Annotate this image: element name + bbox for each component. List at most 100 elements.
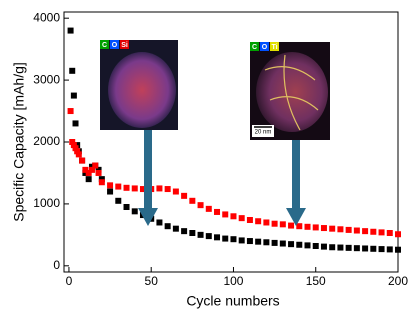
point	[337, 245, 343, 251]
point	[73, 120, 79, 126]
point	[395, 231, 401, 237]
point	[288, 241, 294, 247]
point	[222, 211, 228, 217]
point	[230, 236, 236, 242]
point	[132, 185, 138, 191]
inset-label: Ti	[271, 44, 277, 51]
point	[263, 239, 269, 245]
point	[354, 245, 360, 251]
point	[263, 219, 269, 225]
inset-label: O	[262, 44, 268, 51]
point	[313, 243, 319, 249]
arrow-shaft	[144, 130, 152, 210]
y-tick-label: 4000	[33, 10, 60, 24]
point	[379, 229, 385, 235]
x-tick-label: 0	[66, 274, 73, 288]
point	[96, 170, 102, 176]
point	[189, 230, 195, 236]
point	[239, 215, 245, 221]
y-tick-label: 3000	[33, 72, 60, 86]
point	[272, 240, 278, 246]
point	[69, 68, 75, 74]
point	[115, 184, 121, 190]
point	[156, 185, 162, 191]
point	[370, 229, 376, 235]
point	[214, 234, 220, 240]
point	[272, 221, 278, 227]
inset-label: C	[102, 42, 107, 49]
point	[346, 227, 352, 233]
point	[288, 223, 294, 229]
x-tick-label: 50	[145, 274, 159, 288]
point	[173, 226, 179, 232]
point	[321, 225, 327, 231]
inset-particle	[256, 52, 328, 132]
point	[99, 179, 105, 185]
point	[222, 236, 228, 242]
x-tick-label: 150	[306, 274, 326, 288]
y-tick-label: 0	[53, 258, 60, 272]
point	[387, 230, 393, 236]
chart: 05010015020001000200030004000 Cycle numb…	[0, 0, 409, 313]
point	[379, 246, 385, 252]
point	[230, 213, 236, 219]
point	[107, 189, 113, 195]
point	[165, 186, 171, 192]
point	[296, 223, 302, 229]
point	[255, 218, 261, 224]
x-tick-label: 200	[388, 274, 408, 288]
page: 05010015020001000200030004000 Cycle numb…	[0, 0, 409, 313]
arrows	[138, 130, 306, 226]
point	[247, 238, 253, 244]
point	[124, 204, 130, 210]
point	[255, 239, 261, 245]
inset-right: C O Ti 20 nm	[250, 42, 330, 140]
arrow-shaft	[292, 140, 300, 210]
point	[189, 198, 195, 204]
point	[362, 228, 368, 234]
point	[387, 246, 393, 252]
point	[76, 151, 82, 157]
point	[362, 245, 368, 251]
point	[181, 228, 187, 234]
point	[329, 244, 335, 250]
point	[395, 247, 401, 253]
inset-left: C O Si	[100, 40, 178, 130]
point	[173, 189, 179, 195]
point	[280, 221, 286, 227]
point	[68, 28, 74, 34]
point	[115, 198, 121, 204]
point	[92, 163, 98, 169]
point	[354, 228, 360, 234]
scale-bar-label: 20 nm	[255, 130, 272, 136]
point	[181, 193, 187, 199]
point	[214, 209, 220, 215]
x-axis-label: Cycle numbers	[186, 293, 279, 309]
point	[370, 246, 376, 252]
point	[198, 232, 204, 238]
point	[124, 185, 130, 191]
point	[313, 224, 319, 230]
y-tick-label: 1000	[33, 196, 60, 210]
point	[79, 158, 85, 164]
inset-label: C	[252, 44, 257, 51]
x-tick-label: 100	[223, 274, 243, 288]
y-tick-label: 2000	[33, 134, 60, 148]
point	[329, 226, 335, 232]
inset-label: O	[112, 42, 118, 49]
point	[337, 226, 343, 232]
point	[346, 245, 352, 251]
inset-particle	[108, 52, 176, 128]
point	[239, 237, 245, 243]
point	[198, 202, 204, 208]
point	[247, 217, 253, 223]
point	[321, 244, 327, 250]
point	[132, 208, 138, 214]
y-axis-label: Specific Capacity [mAh/g]	[11, 62, 27, 222]
point	[305, 224, 311, 230]
point	[86, 176, 92, 182]
point	[107, 182, 113, 188]
point	[156, 219, 162, 225]
point	[165, 223, 171, 229]
